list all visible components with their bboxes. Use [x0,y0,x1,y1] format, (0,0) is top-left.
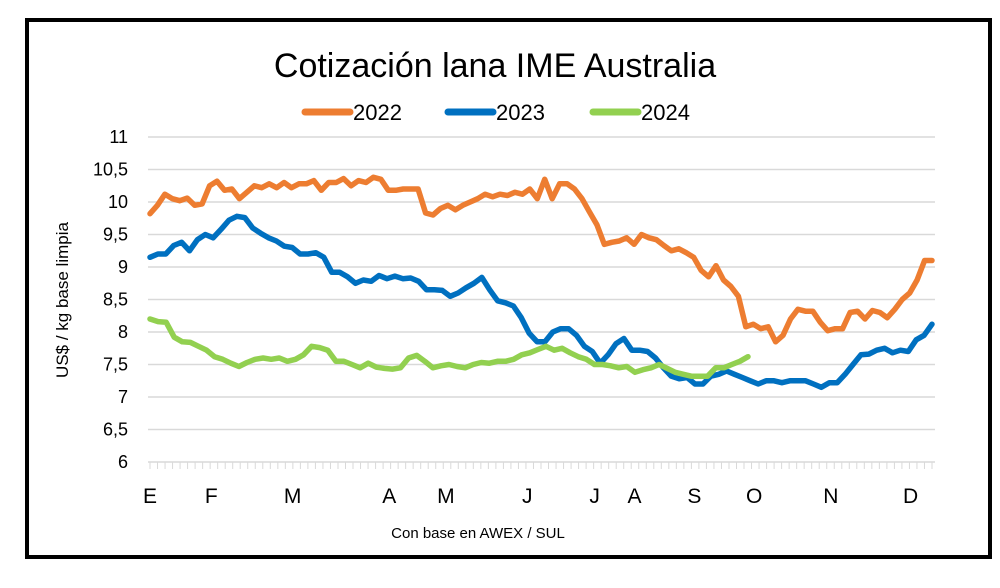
legend-item-2023: 2023 [444,100,545,125]
y-axis-label: US$ / kg base limpia [53,222,72,378]
y-tick-label: 7,5 [103,355,128,375]
legend-item-2024: 2024 [589,100,690,125]
x-axis-minor-ticks [148,461,935,469]
x-tick-label: A [628,485,642,508]
y-tick-label: 7 [118,387,128,407]
y-tick-label: 6,5 [103,420,128,440]
y-tick-label: 9 [118,257,128,277]
x-tick-label: J [522,485,533,508]
y-tick-label: 10,5 [93,160,128,180]
legend-label-2023: 2023 [496,100,545,125]
x-tick-label: J [589,485,600,508]
legend-item-2022: 2022 [301,100,402,125]
y-tick-label: 6 [118,452,128,472]
x-tick-label: M [437,485,455,508]
y-tick-label: 9,5 [103,225,128,245]
x-tick-label: F [205,485,218,508]
x-tick-label: A [382,485,396,508]
y-tick-label: 8 [118,322,128,342]
x-tick-label: E [143,485,157,508]
x-tick-label: N [823,485,838,508]
chart-title: Cotización lana IME Australia [274,47,716,85]
series-line-2022 [147,174,935,345]
y-tick-label: 8,5 [103,290,128,310]
x-tick-label: S [687,485,701,508]
y-tick-label: 11 [109,127,128,147]
series-line-2023 [147,213,935,391]
x-tick-label: O [746,485,762,508]
y-tick-label: 10 [108,192,128,212]
y-axis-ticks: 6 6,5 7 7,5 8 8,5 9 9,5 10 10,5 11 [93,127,128,472]
x-tick-label: M [284,485,302,508]
series-line-2024 [147,316,751,379]
legend-label-2024: 2024 [641,100,690,125]
chart-frame [25,18,992,559]
legend: 2022 2023 2024 [301,100,690,125]
x-tick-label: D [903,485,918,508]
x-axis-label: Con base en AWEX / SUL [391,525,565,542]
series-lines [147,174,935,391]
legend-label-2022: 2022 [353,100,402,125]
gridlines [148,136,935,431]
